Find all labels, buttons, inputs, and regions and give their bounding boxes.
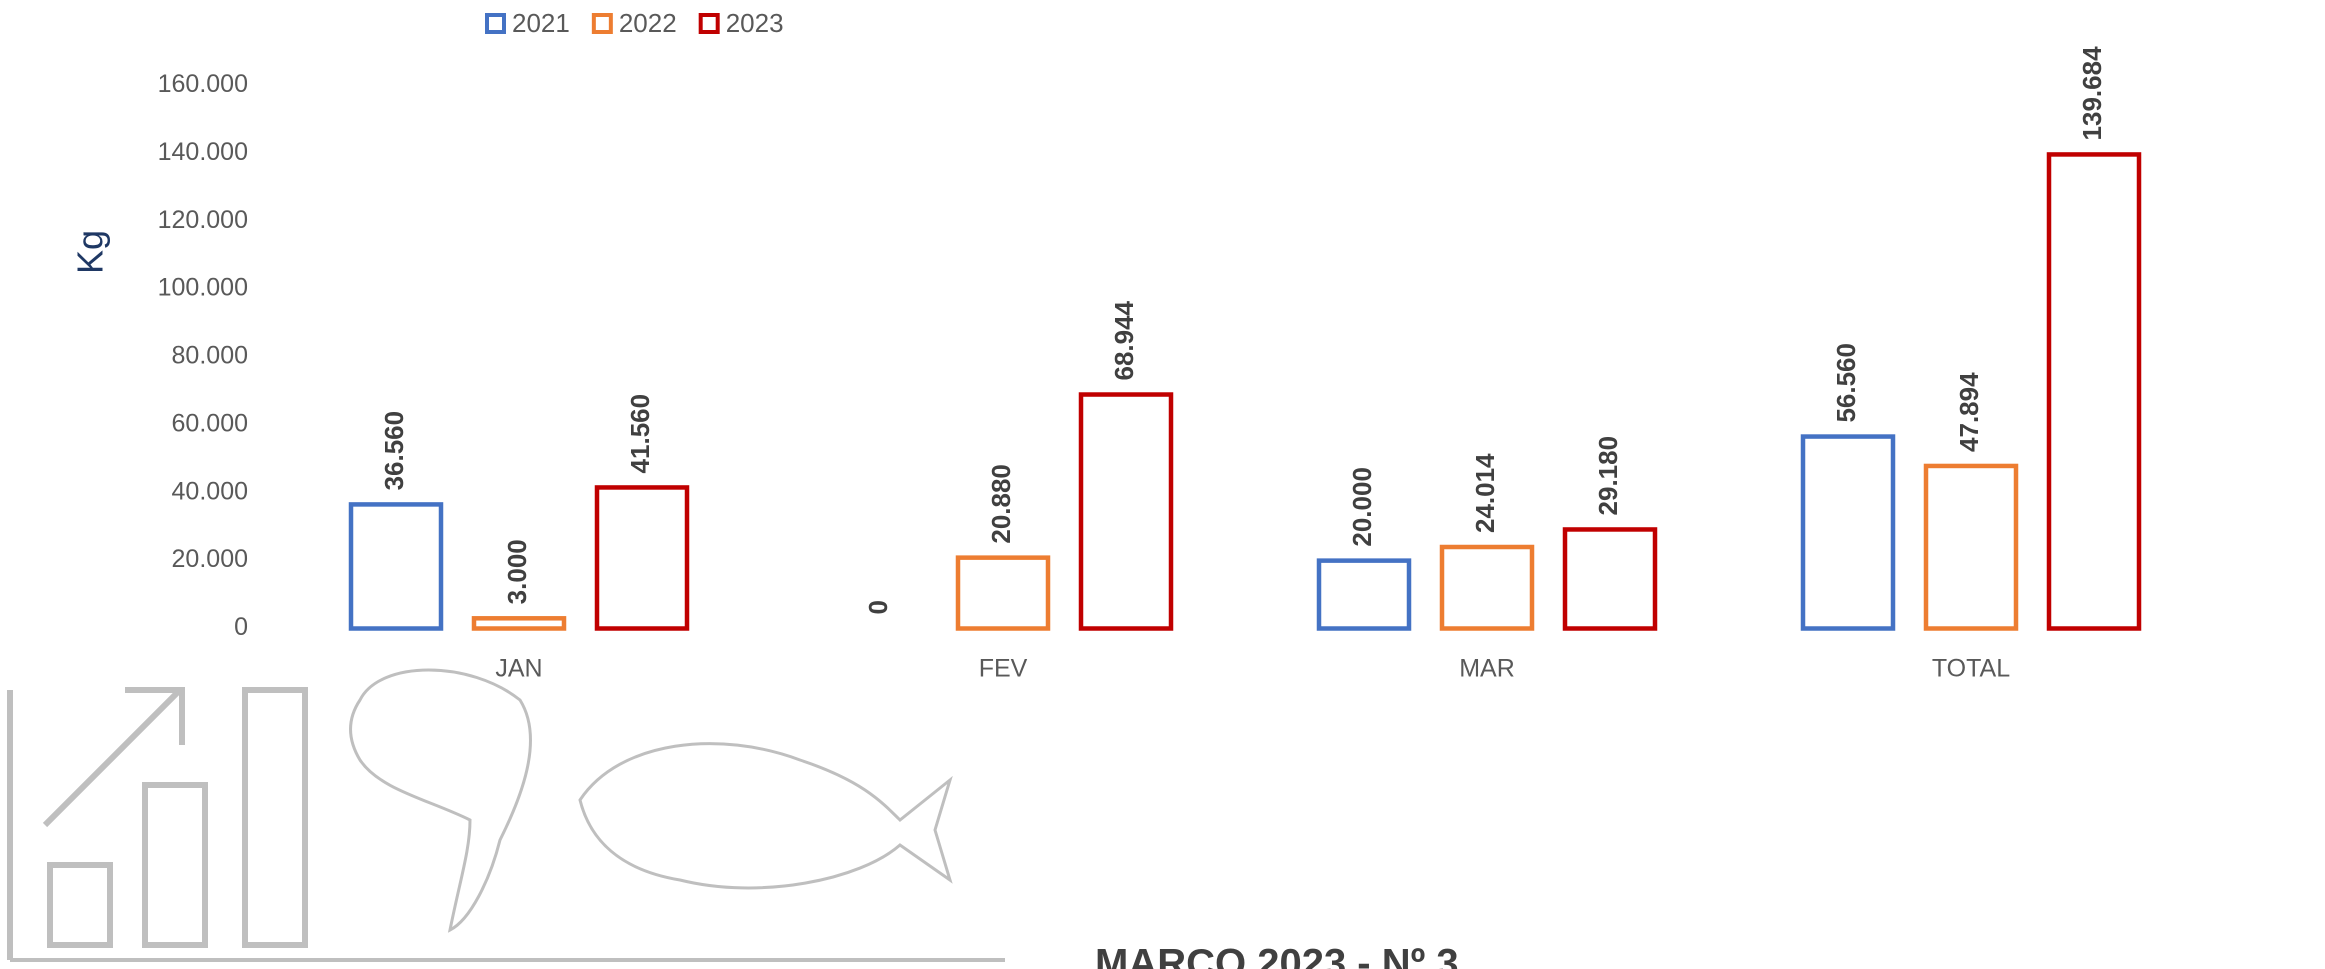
bar: [1803, 437, 1893, 629]
value-label: 20.000: [1347, 467, 1377, 547]
value-label: 41.560: [625, 394, 655, 474]
chart: Kg MARÇO 2023 - Nº 3 0 20.000 40.000 60.000…: [0, 0, 2325, 969]
value-label: 56.560: [1831, 343, 1861, 423]
footer: MARÇO 2023 - Nº 3: [1095, 942, 1459, 969]
value-label: 20.880: [986, 464, 1016, 544]
legend-label: 2021: [512, 8, 570, 38]
y-tick-label: 60.000: [172, 409, 248, 437]
bar: [1081, 395, 1171, 629]
decoration: [10, 670, 1005, 960]
bar: [597, 487, 687, 628]
bar: [1319, 561, 1409, 629]
bar: [474, 618, 564, 628]
value-label: 47.894: [1954, 372, 1984, 452]
y-tick-label: 140.000: [158, 138, 248, 166]
value-label: 24.014: [1470, 453, 1500, 533]
x-tick-label: FEV: [979, 655, 1028, 683]
y-tick-label: 160.000: [158, 70, 248, 98]
value-label: 3.000: [502, 539, 532, 604]
legend-swatch: [487, 15, 504, 32]
value-label: 139.684: [2077, 46, 2107, 141]
y-tick-label: 20.000: [172, 545, 248, 573]
x-tick-label: TOTAL: [1932, 655, 2010, 683]
value-label: 29.180: [1593, 436, 1623, 516]
y-tick-label: 120.000: [158, 206, 248, 234]
bar: [351, 504, 441, 628]
y-tick-label: 0: [234, 613, 248, 641]
value-label: 0: [863, 600, 893, 614]
x-tick-label: JAN: [495, 655, 542, 683]
bar: [2049, 154, 2139, 628]
bar: [1926, 466, 2016, 629]
y-axis-label: Kg: [70, 230, 111, 274]
y-tick-label: 80.000: [172, 342, 248, 370]
legend-swatch: [594, 15, 611, 32]
bar: [1565, 529, 1655, 628]
y-tick-label: 40.000: [172, 477, 248, 505]
bar: [1442, 547, 1532, 628]
legend-swatch: [701, 15, 718, 32]
legend-label: 2023: [726, 8, 784, 38]
bar: [958, 558, 1048, 629]
legend-label: 2022: [619, 8, 677, 38]
value-label: 36.560: [379, 411, 409, 491]
x-tick-label: MAR: [1459, 655, 1515, 683]
y-tick-label: 100.000: [158, 274, 248, 302]
value-label: 68.944: [1109, 300, 1139, 380]
